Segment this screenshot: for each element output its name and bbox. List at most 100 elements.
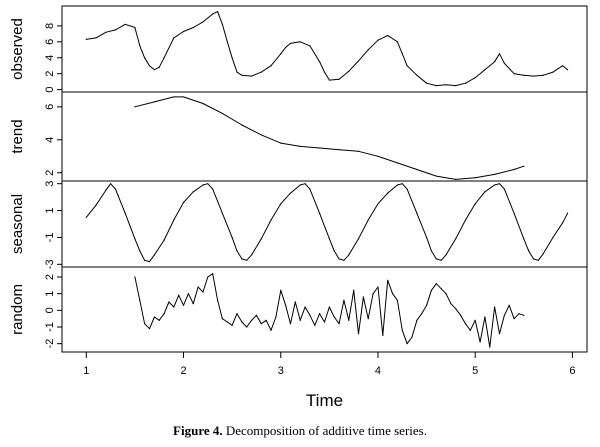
panel-observed-data-point [367,49,369,51]
panel-seasonal-data-point [182,201,185,204]
panel-observed-data-point [387,34,389,37]
panel-random-data-point [153,316,155,318]
panel-seasonal-data-point [163,239,165,241]
panel-observed-data-point [445,84,447,86]
panel-seasonal-y-tick-label: -1 [44,233,56,243]
panel-random-data-point [270,329,272,331]
panel-seasonal-data-point [430,250,433,252]
panel-observed-data-point [212,13,214,15]
panel-observed-data-point [163,57,165,59]
panel-observed-data-point [105,31,107,33]
panel-seasonal-data-point [532,258,535,260]
panel-random-data-point [226,321,228,323]
panel-seasonal-data-point [134,238,136,240]
panel-seasonal-data-point [105,189,107,192]
panel-seasonal-data-point [212,188,214,190]
panel-random-data-point [460,314,462,316]
panel-seasonal-data-point [192,191,194,193]
panel-random-ylabel: random [9,284,26,335]
panel-observed-ylabel: observed [9,18,26,80]
panel-seasonal-data-point [357,238,360,240]
panel-random-data-point [489,346,491,348]
panel-trend-series-line [134,96,524,180]
panel-seasonal-data-point [367,219,369,221]
panel-observed-data-point [464,82,467,84]
x-tick-label: 5 [472,365,478,377]
panel-observed-data-point [513,73,515,75]
panel-random-data-point [163,313,165,315]
panel-seasonal-data-point [498,183,501,185]
panel-observed-data-point [523,74,525,76]
panel-seasonal-ylabel: seasonal [9,194,26,254]
x-tick-label: 6 [569,365,575,377]
panel-random-data-point [382,334,384,336]
panel-observed-data-point [396,41,399,43]
panel-observed-data-point [455,85,457,87]
panel-random-data-point [168,301,170,303]
panel-seasonal-data-point [494,184,496,186]
panel-seasonal-data-point [377,203,379,205]
panel-random-data-point [503,314,505,316]
panel-random-data-point [450,303,452,305]
panel-random-data-point [294,301,296,303]
panel-seasonal-data-point [401,183,403,185]
panel-observed-data-point [124,23,126,25]
panel-random-data-point [178,294,180,296]
panel-seasonal-data-point [250,254,253,256]
panel-random-data-point [406,343,408,345]
panel-seasonal-data-point [246,259,248,261]
panel-seasonal-data-point [124,212,126,214]
panel-observed-data-point [173,37,175,39]
panel-trend-y-tick-label: 2 [44,170,56,176]
panel-observed-data-point [562,65,564,67]
panel-trend-data-point [319,147,321,149]
panel-random-data-point [357,333,360,335]
panel-random-data-point [494,306,496,308]
panel-random-data-point [455,308,457,310]
x-axis: 1 2 3 4 5 6 [83,352,575,377]
panel-observed-data-point [498,53,501,55]
panel-trend-data-point [357,150,360,152]
panel-seasonal-data-point [542,252,544,255]
panel-random-y-tick-label: 0 [44,307,56,313]
panel-random-data-point [202,291,204,293]
panel-seasonal-data-point [523,238,525,240]
panel-seasonal-y-tick-label: 3 [44,181,56,187]
panel-seasonal-data-point [537,259,539,261]
panel-seasonal-data-point [304,183,306,185]
panel-observed-data-point [158,66,160,68]
panel-random-data-point [474,319,476,321]
panel-seasonal-data-point [464,219,467,221]
figure-caption-label: Figure 4. [173,423,223,438]
panel-random-data-point [314,324,316,326]
panel-seasonal-data-point [416,212,418,214]
panel-observed-y-tick-label: 0 [44,87,56,93]
panel-trend-data-point [377,155,379,157]
panel-observed-data-point [542,74,544,76]
panel-seasonal-data-point [144,259,146,261]
panel-seasonal-data-point [338,258,340,260]
panel-observed-data-point [323,71,326,73]
panel-seasonal-data-point [440,259,442,261]
panel-observed-data-point [285,46,287,49]
panel-observed-data-point [134,26,136,29]
panel-random-data-point [148,328,151,330]
panel-seasonal-data-point [280,203,282,205]
panel-observed-data-point [406,65,408,67]
panel-seasonal-data-point [148,261,151,263]
panel-random-data-point [508,304,510,306]
panel-observed-data-point [401,53,403,55]
panel-random-data-point [464,323,467,325]
panel-observed-data-point [236,71,238,73]
panel-observed-data-point [139,45,141,47]
panel-trend-data-point [173,96,175,98]
panel-random-y-tick-label: 2 [44,274,56,280]
panel-observed-data-point [114,29,117,31]
panel-seasonal-data-point [333,250,335,252]
panel-observed-data-point [85,38,87,41]
panel-observed-data-point [289,42,292,45]
panel-seasonal-data-point [396,184,399,186]
panel-observed-y-tick-label: 2 [44,71,56,77]
panel-random-data-point [187,293,189,295]
